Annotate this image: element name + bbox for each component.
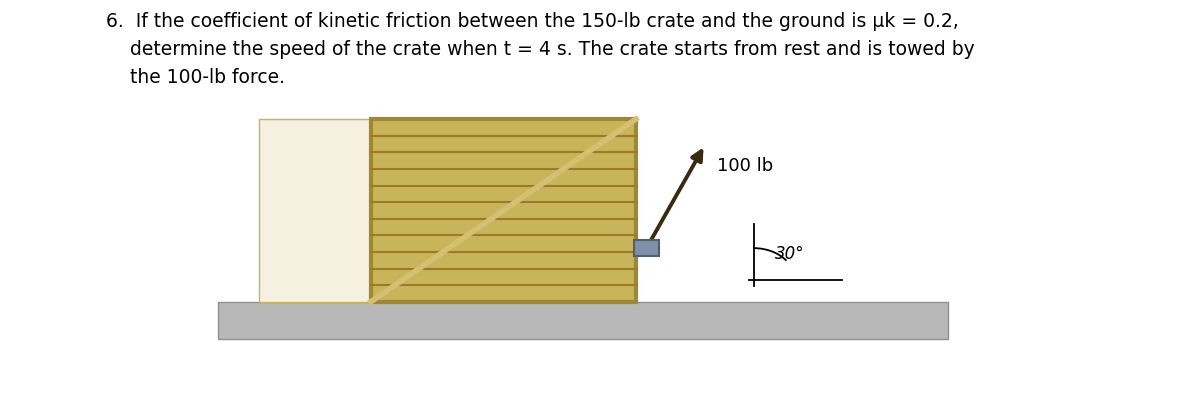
Text: 30°: 30° (775, 245, 804, 263)
Text: 100 lb: 100 lb (716, 157, 773, 175)
Bar (218, 302, 948, 339)
Bar (371, 119, 636, 302)
Bar (259, 119, 371, 302)
Bar (634, 240, 660, 256)
Text: 6.  If the coefficient of kinetic friction between the 150-lb crate and the grou: 6. If the coefficient of kinetic frictio… (106, 12, 974, 87)
